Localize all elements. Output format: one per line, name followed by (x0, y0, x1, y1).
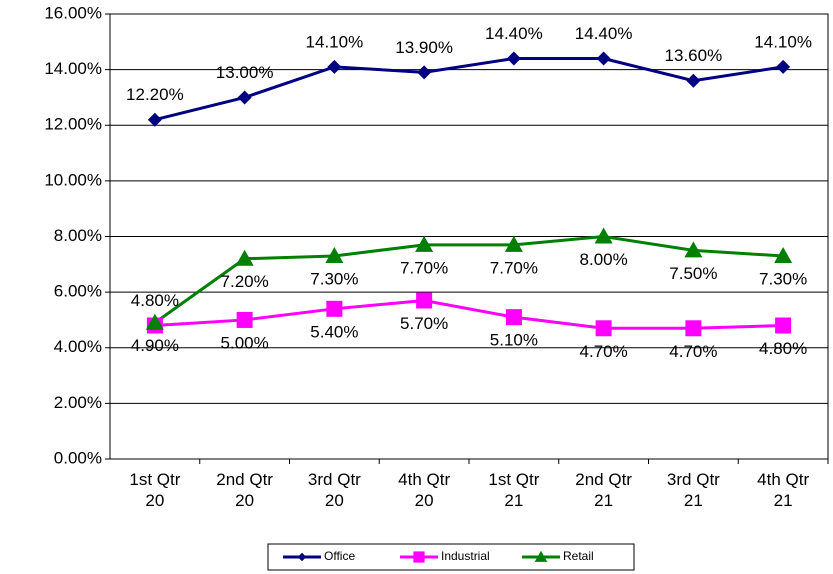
x-tick-label: 2nd Qtr 20 (216, 470, 273, 510)
x-tick-label: 1st Qtr 20 (129, 470, 181, 510)
y-tick-label: 16.00% (44, 3, 102, 22)
data-label: 13.60% (665, 46, 723, 65)
legend-label: Industrial (441, 549, 490, 563)
marker (505, 309, 522, 326)
legend: Office Industrial Retail (267, 543, 635, 571)
marker (686, 73, 701, 88)
marker (594, 227, 613, 244)
data-label: 14.10% (754, 32, 812, 51)
marker (776, 59, 791, 74)
marker (684, 241, 703, 258)
marker (237, 90, 252, 105)
data-label: 7.30% (759, 269, 807, 288)
data-label: 7.50% (669, 264, 717, 283)
marker (326, 300, 343, 317)
x-tick-label: 2nd Qtr 21 (575, 470, 632, 510)
y-tick-label: 0.00% (54, 448, 102, 467)
marker (236, 311, 253, 328)
x-tick-label: 3rd Qtr 20 (307, 470, 361, 510)
legend-marker (297, 552, 307, 562)
data-label: 4.80% (131, 291, 179, 310)
data-label: 12.20% (126, 85, 184, 104)
legend-label: Retail (563, 549, 594, 563)
data-label: 14.40% (575, 24, 633, 43)
data-label: 7.30% (310, 269, 358, 288)
series-line (154, 57, 784, 122)
series-line (154, 298, 784, 330)
y-tick-label: 10.00% (44, 170, 102, 189)
legend-marker (413, 551, 425, 563)
marker (506, 51, 521, 66)
marker (504, 235, 523, 252)
marker (685, 320, 702, 337)
data-label: 4.70% (669, 342, 717, 361)
x-tick-label: 4th Qtr 20 (398, 470, 451, 510)
data-label: 7.70% (490, 258, 538, 277)
data-label: 14.40% (485, 24, 543, 43)
data-label: 5.10% (490, 331, 538, 350)
y-tick-label: 14.00% (44, 59, 102, 78)
marker (416, 292, 433, 309)
data-label: 4.90% (131, 336, 179, 355)
marker (325, 246, 344, 263)
marker (415, 235, 434, 252)
marker (235, 249, 254, 266)
marker (774, 246, 793, 263)
data-label: 7.20% (221, 272, 269, 291)
marker (147, 112, 162, 127)
y-tick-label: 4.00% (54, 337, 102, 356)
marker (596, 51, 611, 66)
y-tick-label: 12.00% (44, 115, 102, 134)
marker (417, 65, 432, 80)
x-tick-label: 3rd Qtr 21 (666, 470, 720, 510)
data-label: 14.10% (306, 32, 364, 51)
data-label: 5.40% (310, 322, 358, 341)
marker (595, 320, 612, 337)
data-label: 4.80% (759, 339, 807, 358)
data-label: 5.00% (221, 333, 269, 352)
data-label: 4.70% (580, 342, 628, 361)
legend-box (267, 543, 635, 571)
data-label: 13.90% (395, 38, 453, 57)
x-tick-label: 1st Qtr 21 (488, 470, 540, 510)
y-tick-label: 6.00% (54, 282, 102, 301)
series-line (154, 234, 784, 324)
marker (145, 313, 164, 330)
legend-marker (534, 550, 548, 562)
data-label: 8.00% (580, 250, 628, 269)
y-tick-label: 8.00% (54, 226, 102, 245)
data-label: 7.70% (400, 258, 448, 277)
marker (327, 59, 342, 74)
data-label: 13.00% (216, 63, 274, 82)
x-tick-label: 4th Qtr 21 (757, 470, 810, 510)
legend-label: Office (324, 549, 355, 563)
y-tick-label: 2.00% (54, 393, 102, 412)
data-label: 5.70% (400, 314, 448, 333)
marker (775, 317, 792, 334)
